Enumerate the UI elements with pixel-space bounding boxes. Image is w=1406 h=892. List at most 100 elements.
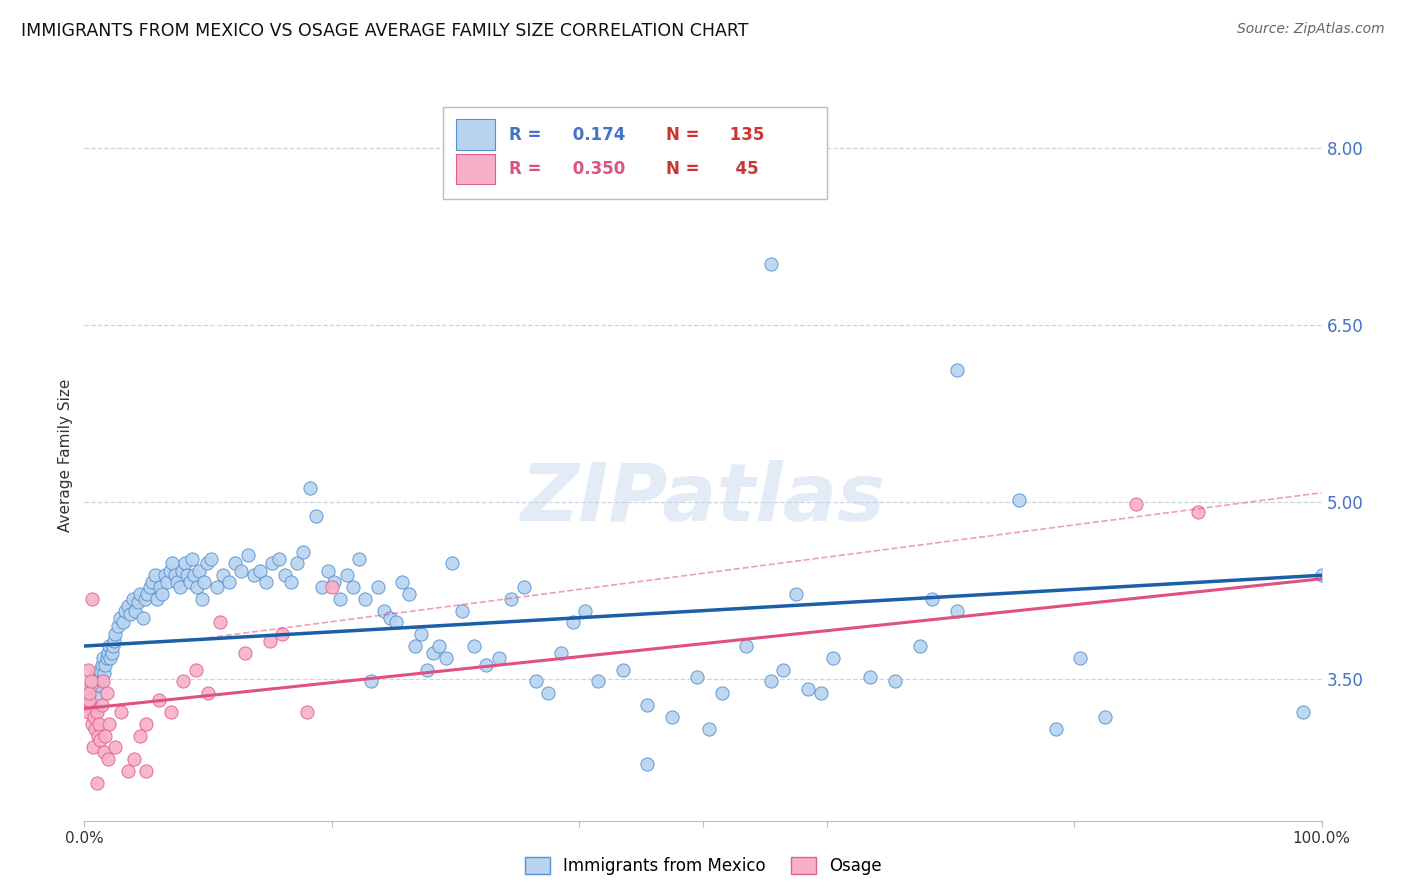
Point — [135, 764, 157, 778]
Point — [1007, 492, 1029, 507]
Point — [153, 568, 176, 582]
Point — [259, 634, 281, 648]
Point — [87, 729, 110, 743]
Point — [134, 591, 156, 606]
Point — [429, 639, 451, 653]
Point — [129, 587, 152, 601]
Point — [636, 757, 658, 772]
Point — [76, 698, 98, 712]
Point — [404, 639, 426, 653]
Point — [160, 557, 183, 571]
Point — [114, 604, 136, 618]
Point — [440, 557, 463, 571]
Point — [83, 674, 105, 689]
Point — [83, 710, 105, 724]
Point — [195, 557, 218, 571]
Point — [76, 698, 98, 712]
Point — [354, 591, 377, 606]
Point — [150, 587, 173, 601]
Point — [398, 587, 420, 601]
Point — [409, 627, 432, 641]
Point — [434, 650, 457, 665]
Point — [93, 666, 115, 681]
Point — [139, 580, 162, 594]
Point — [80, 591, 103, 606]
Point — [86, 666, 108, 681]
Point — [80, 717, 103, 731]
Point — [169, 580, 191, 594]
Point — [87, 678, 110, 692]
Point — [810, 686, 832, 700]
Point — [94, 657, 117, 672]
Point — [329, 591, 352, 606]
Point — [285, 557, 308, 571]
Point — [94, 729, 117, 743]
Text: 45: 45 — [724, 160, 759, 178]
Point — [98, 639, 121, 653]
Point — [367, 580, 389, 594]
Point — [292, 544, 315, 558]
Point — [186, 580, 208, 594]
Point — [110, 611, 132, 625]
Point — [391, 575, 413, 590]
Point — [77, 693, 100, 707]
Point — [188, 564, 211, 578]
Point — [475, 657, 498, 672]
Point — [797, 681, 820, 696]
Point — [172, 564, 194, 578]
Text: IMMIGRANTS FROM MEXICO VS OSAGE AVERAGE FAMILY SIZE CORRELATION CHART: IMMIGRANTS FROM MEXICO VS OSAGE AVERAGE … — [21, 22, 748, 40]
Point — [122, 752, 145, 766]
Point — [77, 705, 100, 719]
Point — [98, 650, 121, 665]
Point — [141, 575, 163, 590]
Point — [79, 674, 101, 689]
Point — [163, 568, 186, 582]
Point — [107, 619, 129, 633]
Point — [110, 705, 132, 719]
Point — [80, 696, 103, 710]
Point — [524, 674, 547, 689]
Point — [501, 591, 523, 606]
Point — [90, 698, 112, 712]
Text: Source: ZipAtlas.com: Source: ZipAtlas.com — [1237, 22, 1385, 37]
Point — [342, 580, 364, 594]
Point — [1310, 568, 1333, 582]
Point — [236, 548, 259, 562]
Point — [1045, 722, 1067, 736]
Point — [172, 674, 194, 689]
Point — [149, 580, 172, 594]
Point — [79, 693, 101, 707]
Point — [98, 717, 121, 731]
Point — [347, 551, 370, 566]
Point — [143, 568, 166, 582]
Point — [1069, 650, 1091, 665]
Point — [96, 650, 118, 665]
Point — [131, 611, 153, 625]
Text: 0.350: 0.350 — [567, 160, 626, 178]
Point — [148, 693, 170, 707]
Y-axis label: Average Family Size: Average Family Size — [58, 378, 73, 532]
Text: 0.174: 0.174 — [567, 126, 626, 144]
Point — [772, 663, 794, 677]
Point — [360, 674, 382, 689]
Point — [759, 674, 782, 689]
Point — [121, 591, 143, 606]
Point — [280, 575, 302, 590]
Point — [908, 639, 931, 653]
Point — [117, 599, 139, 613]
FancyBboxPatch shape — [456, 153, 495, 185]
Point — [945, 363, 967, 377]
Point — [243, 568, 266, 582]
Point — [735, 639, 758, 653]
Point — [181, 551, 204, 566]
Point — [90, 657, 112, 672]
Point — [321, 580, 343, 594]
Point — [859, 670, 882, 684]
Point — [224, 557, 246, 571]
Point — [562, 615, 585, 630]
Point — [821, 650, 844, 665]
Point — [463, 639, 485, 653]
Point — [176, 568, 198, 582]
Point — [231, 564, 253, 578]
Point — [111, 615, 134, 630]
